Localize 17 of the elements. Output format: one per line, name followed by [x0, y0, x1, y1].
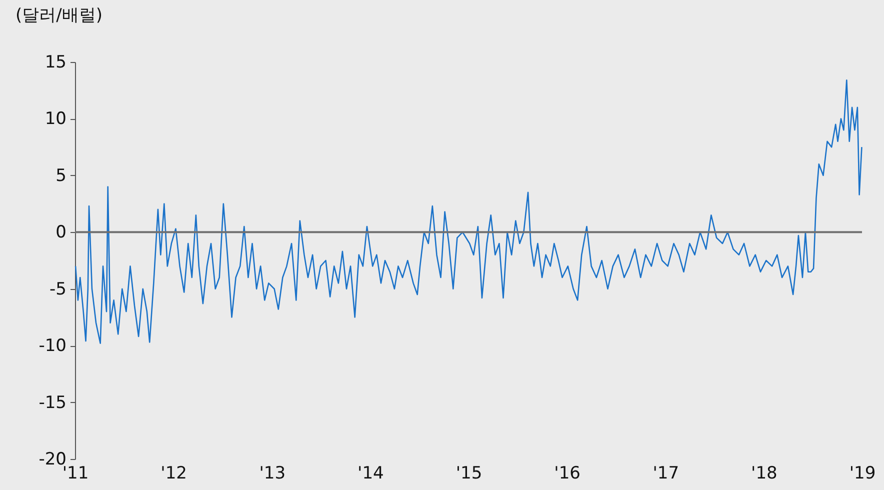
y-tick-label: -15	[38, 392, 66, 413]
x-tick-label: '13	[259, 464, 286, 484]
x-tick-label: '14	[358, 464, 384, 484]
y-tick-label: 10	[44, 109, 66, 130]
x-tick-label: '18	[751, 464, 778, 484]
y-tick-label: -10	[38, 336, 66, 356]
line-series	[74, 80, 862, 344]
y-axis-title: (달러/배럴)	[16, 6, 102, 26]
y-tick-label: 5	[56, 166, 66, 186]
y-tick-label: 0	[56, 222, 66, 243]
y-tick-label: 15	[44, 52, 66, 72]
x-tick-label: '15	[456, 464, 482, 484]
y-tick-label: -5	[50, 279, 66, 300]
x-tick-label: '16	[554, 464, 580, 484]
x-tick-label: '19	[849, 464, 876, 484]
x-tick-label: '12	[160, 464, 187, 484]
x-tick-label: '17	[652, 464, 680, 484]
